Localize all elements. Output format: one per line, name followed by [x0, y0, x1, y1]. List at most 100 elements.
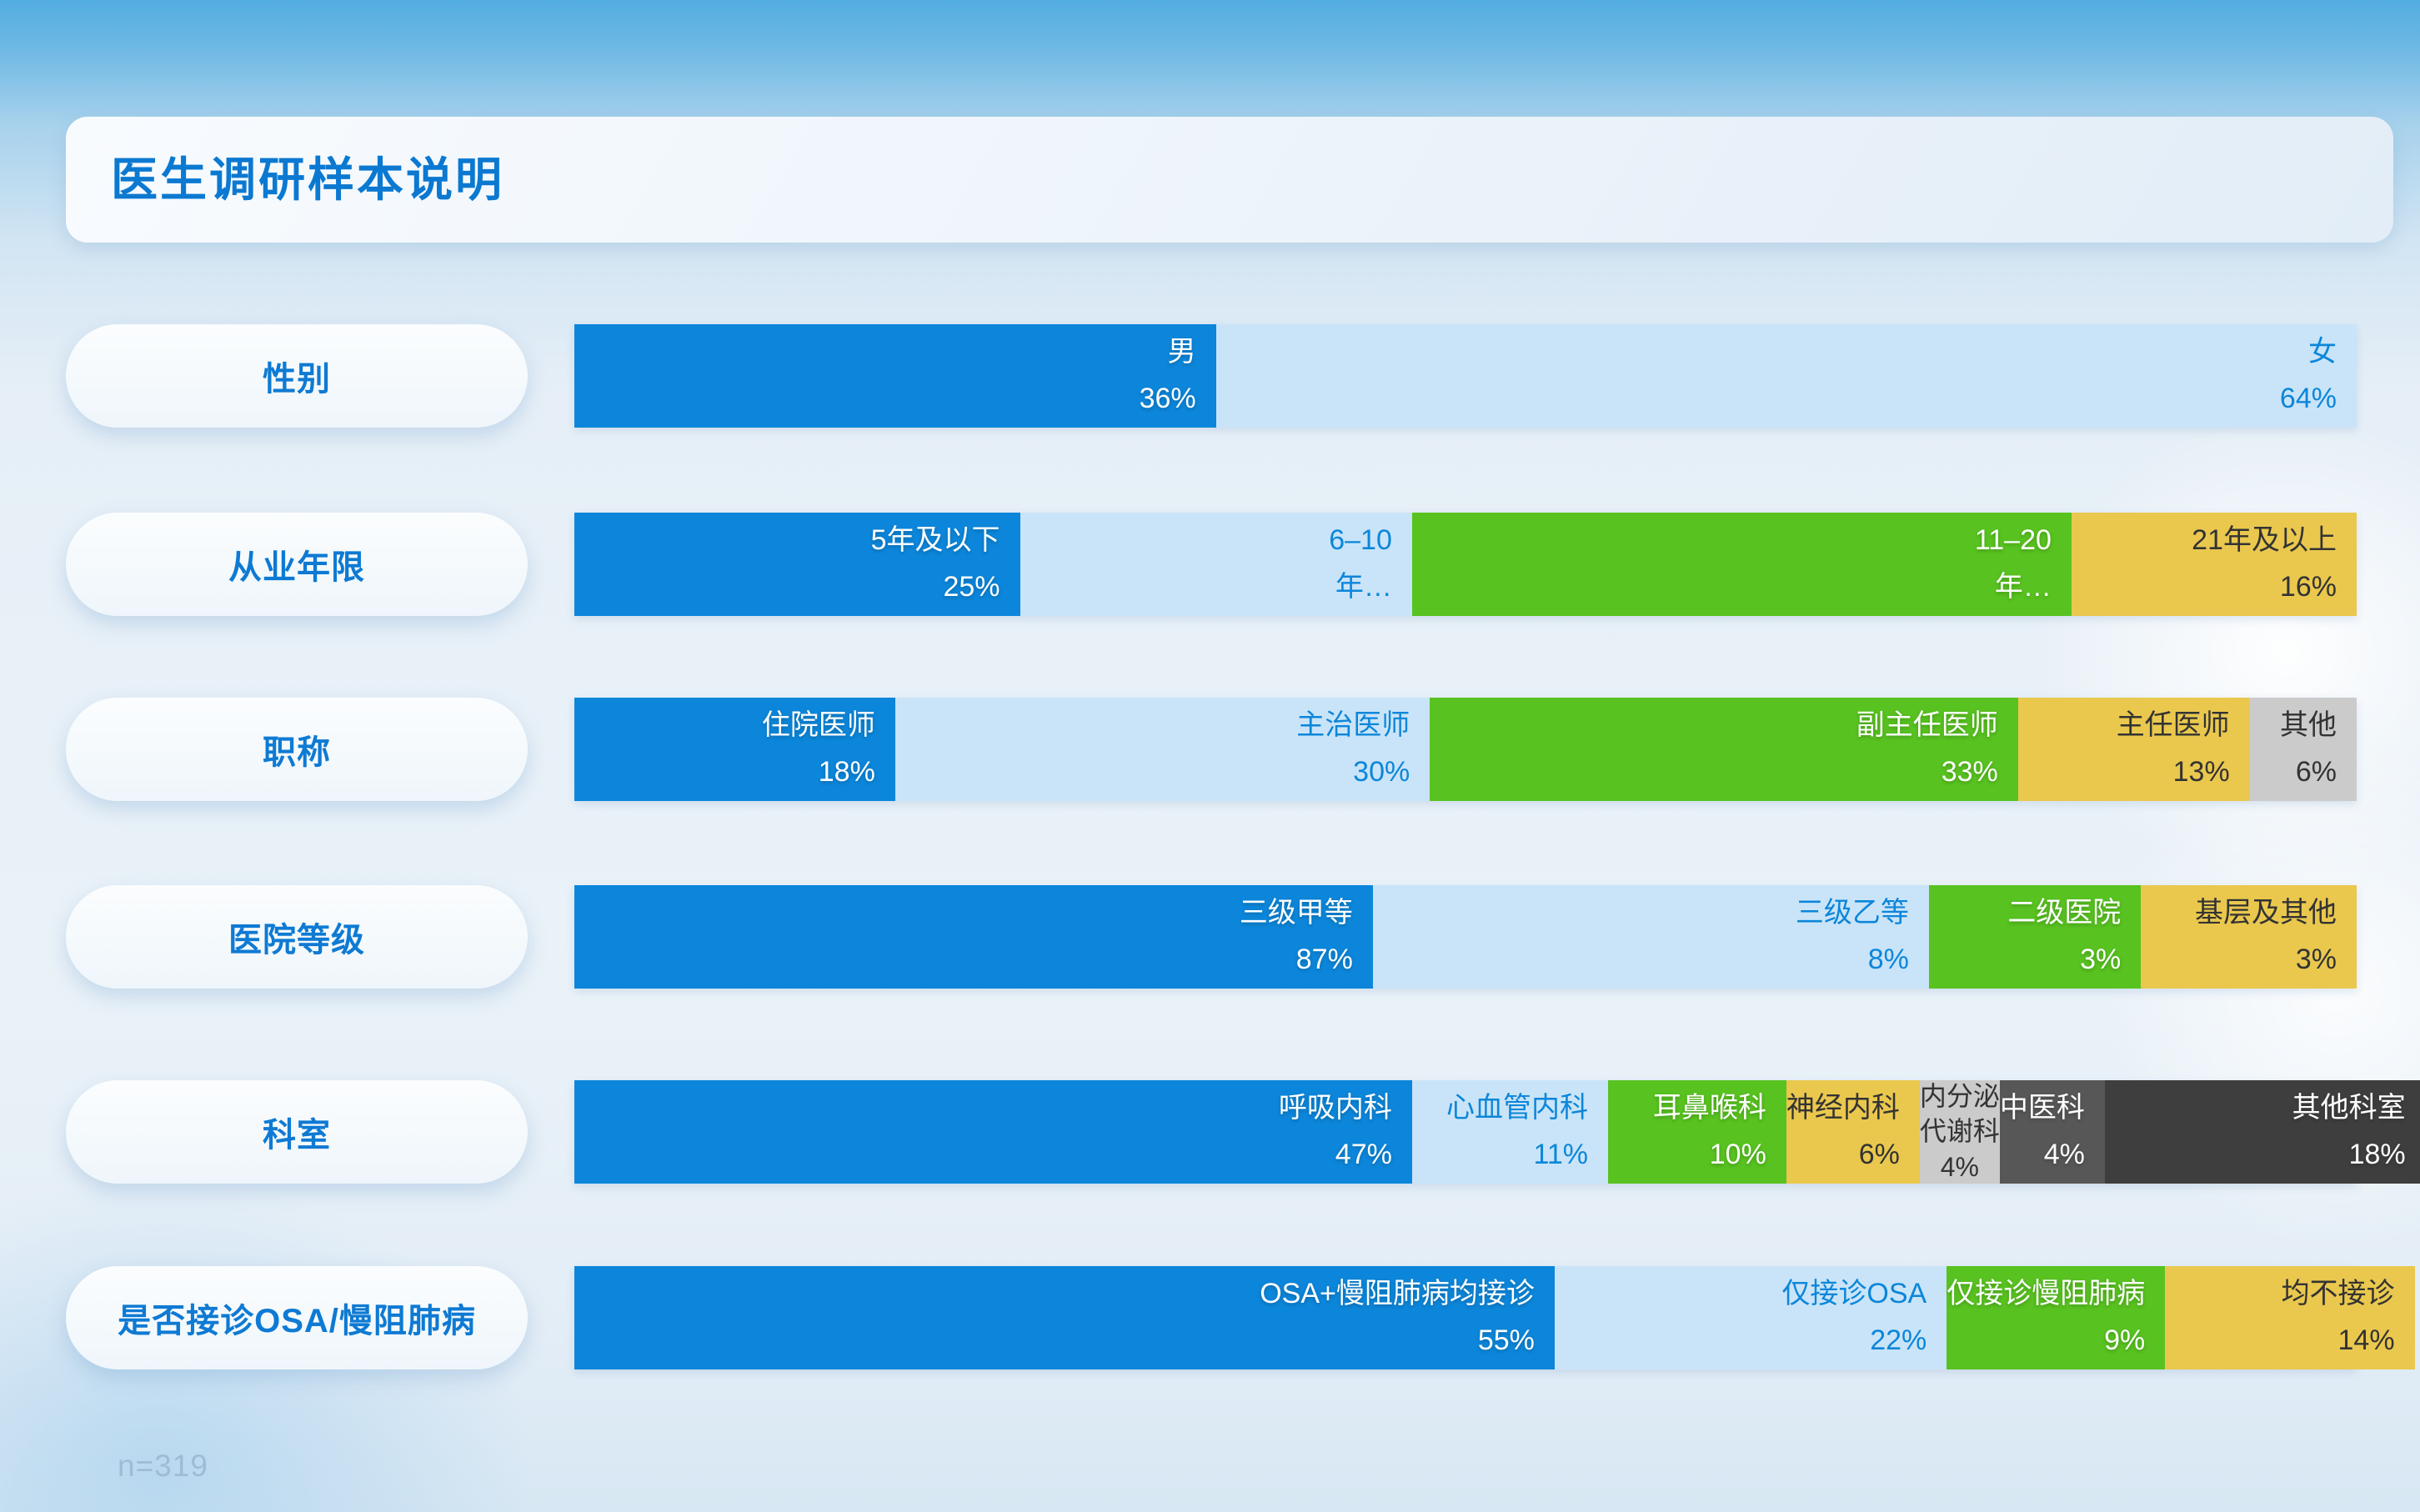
segment-value: 14%	[2337, 1324, 2395, 1356]
stacked-bar: 呼吸内科 47% 心血管内科 11% 耳鼻喉科 10% 神经内科 6% 内分泌 代谢科 4% 中医科 4…	[574, 1080, 2420, 1184]
segment-label: 11–20	[1974, 524, 2052, 557]
segment-value: 9%	[2104, 1324, 2146, 1356]
bar-segment: 其他科室 18%	[2104, 1080, 2420, 1184]
bar-segment: 内分泌代谢科 4%	[1919, 1080, 2000, 1184]
segment-value: 22%	[1870, 1324, 1927, 1356]
bar-segment: 住院医师 18%	[574, 698, 895, 801]
survey-row: 从业年限 5年及以下 25% 6–10 年… 11–20 年… 21年及以上 16%	[66, 513, 2393, 616]
bar-segment: 仅接诊慢阻肺病 9%	[1947, 1266, 2166, 1369]
segment-label: 副主任医师	[1856, 709, 1998, 742]
segment-value: 64%	[2279, 383, 2337, 414]
bar-segment: 三级甲等 87%	[574, 885, 1373, 989]
category-label: 从业年限	[228, 549, 365, 586]
bar-segment: 呼吸内科 47%	[574, 1080, 1412, 1184]
sample-size-note: n=319	[118, 1449, 208, 1483]
bar-segment: 中医科 4%	[1999, 1080, 2105, 1184]
category-label: 医院等级	[228, 922, 365, 959]
segment-label: 男	[1167, 336, 1196, 368]
segment-value: 18%	[818, 756, 875, 788]
category-pill: 性别	[66, 324, 528, 428]
segment-label: 主治医师	[1296, 709, 1410, 742]
category-label: 性别	[263, 361, 331, 398]
bar-segment: 主任医师 13%	[2017, 698, 2250, 801]
segment-label: 三级乙等	[1795, 897, 1909, 929]
segment-label: 心血管内科	[1446, 1092, 1589, 1124]
segment-label: 三级甲等	[1239, 897, 1353, 929]
segment-label: 女	[2307, 336, 2337, 368]
bar-segment: 11–20 年…	[1411, 513, 2072, 616]
title-card: 医生调研样本说明	[66, 117, 2393, 243]
segment-value: 11%	[1533, 1139, 1589, 1170]
segment-label: 耳鼻喉科	[1652, 1092, 1766, 1124]
stacked-bar: 男 36% 女 64%	[574, 324, 2357, 428]
bar-segment: 仅接诊OSA 22%	[1554, 1266, 1947, 1369]
segment-value: 年…	[1994, 571, 2052, 603]
segment-label: 均不接诊	[2281, 1278, 2395, 1310]
bar-segment: 男 36%	[574, 324, 1216, 428]
segment-value: 47%	[1335, 1139, 1392, 1170]
segment-label: 主任医师	[2116, 709, 2230, 742]
survey-row: 是否接诊OSA/慢阻肺病 OSA+慢阻肺病均接诊 55% 仅接诊OSA 22% 仅接诊慢阻…	[66, 1266, 2415, 1369]
segment-value: 25%	[943, 571, 1000, 603]
segment-label: 5年及以下	[870, 524, 1000, 557]
category-pill: 职称	[66, 698, 528, 801]
segment-label: 基层及其他	[2194, 897, 2337, 929]
segment-value: 6%	[2295, 756, 2337, 788]
stacked-bar: 住院医师 18% 主治医师 30% 副主任医师 33% 主任医师 13% 其他 6%	[574, 698, 2357, 801]
bar-segment: 三级乙等 8%	[1372, 885, 1929, 989]
segment-value: 87%	[1295, 944, 1353, 975]
bar-segment: 二级医院 3%	[1928, 885, 2142, 989]
segment-value: 3%	[2080, 944, 2122, 975]
segment-value: 4%	[1940, 1151, 1979, 1182]
stacked-bar: OSA+慢阻肺病均接诊 55% 仅接诊OSA 22% 仅接诊慢阻肺病 9% 均不接诊 14%	[574, 1266, 2415, 1369]
segment-value: 16%	[2279, 571, 2337, 603]
category-pill: 医院等级	[66, 885, 528, 989]
bar-segment: 21年及以上 16%	[2071, 513, 2357, 616]
cloud-decoration	[2028, 417, 2420, 884]
segment-label: 21年及以上	[2192, 524, 2337, 557]
segment-label: 代谢科	[1919, 1116, 2000, 1147]
page-title: 医生调研样本说明	[111, 153, 504, 206]
segment-value: 55%	[1477, 1324, 1535, 1356]
category-pill: 是否接诊OSA/慢阻肺病	[66, 1266, 528, 1369]
bar-segment: 女 64%	[1215, 324, 2357, 428]
survey-row: 职称 住院医师 18% 主治医师 30% 副主任医师 33% 主任医师 13% 其他 6%	[66, 698, 2393, 801]
bar-segment: 心血管内科 11%	[1411, 1080, 1609, 1184]
category-pill: 从业年限	[66, 513, 528, 616]
bar-segment: 副主任医师 33%	[1430, 698, 2018, 801]
segment-label: 呼吸内科	[1278, 1092, 1392, 1124]
category-label: 是否接诊OSA/慢阻肺病	[118, 1303, 476, 1339]
stacked-bar: 三级甲等 87% 三级乙等 8% 二级医院 3% 基层及其他 3%	[574, 885, 2357, 989]
segment-label: 内分泌	[1919, 1080, 2000, 1111]
segment-value: 3%	[2295, 944, 2337, 975]
segment-label: 神经内科	[1786, 1092, 1900, 1124]
survey-row: 科室 呼吸内科 47% 心血管内科 11% 耳鼻喉科 10% 神经内科 6% 内分泌 代谢科 4% 中医…	[66, 1080, 2420, 1184]
segment-label: OSA+慢阻肺病均接诊	[1260, 1278, 1535, 1310]
category-label: 职称	[263, 734, 331, 771]
segment-label: 住院医师	[761, 709, 875, 742]
segment-label: 二级医院	[2007, 897, 2122, 929]
bar-segment: 基层及其他 3%	[2141, 885, 2357, 989]
bar-segment: 5年及以下 25%	[574, 513, 1020, 616]
segment-value: 36%	[1139, 383, 1196, 414]
segment-label: 其他科室	[2292, 1092, 2406, 1124]
segment-value: 13%	[2172, 756, 2230, 788]
segment-value: 33%	[1941, 756, 1998, 788]
segment-value: 6%	[1858, 1139, 1900, 1170]
segment-label: 其他	[2279, 709, 2337, 742]
segment-value: 18%	[2348, 1139, 2406, 1170]
survey-row: 医院等级 三级甲等 87% 三级乙等 8% 二级医院 3% 基层及其他 3%	[66, 885, 2393, 989]
category-label: 科室	[263, 1117, 331, 1154]
segment-value: 30%	[1353, 756, 1410, 788]
bar-segment: OSA+慢阻肺病均接诊 55%	[574, 1266, 1555, 1369]
stacked-bar: 5年及以下 25% 6–10 年… 11–20 年… 21年及以上 16%	[574, 513, 2357, 616]
bar-segment: 神经内科 6%	[1786, 1080, 1920, 1184]
segment-label: 仅接诊慢阻肺病	[1947, 1278, 2146, 1310]
bar-segment: 均不接诊 14%	[2165, 1266, 2415, 1369]
segment-value: 年…	[1335, 571, 1392, 603]
bar-segment: 其他 6%	[2249, 698, 2357, 801]
segment-label: 仅接诊OSA	[1781, 1278, 1927, 1310]
segment-value: 4%	[2043, 1139, 2085, 1170]
bar-segment: 耳鼻喉科 10%	[1608, 1080, 1786, 1184]
